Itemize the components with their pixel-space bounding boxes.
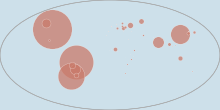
Point	[128, 53, 131, 55]
Point	[163, 39, 167, 41]
Point	[132, 55, 135, 57]
Point	[75, 61, 78, 63]
Point	[170, 45, 174, 47]
Point	[187, 32, 190, 34]
Point	[108, 49, 111, 51]
Point	[116, 50, 119, 52]
Point	[110, 48, 113, 50]
Point	[109, 49, 112, 51]
Point	[141, 34, 145, 36]
Point	[106, 30, 110, 31]
Point	[104, 35, 108, 36]
Point	[70, 64, 73, 66]
Point	[122, 30, 125, 32]
Point	[110, 25, 113, 27]
Point	[47, 39, 51, 41]
Point	[156, 41, 160, 42]
Point	[167, 43, 170, 45]
Point	[160, 37, 163, 39]
Point	[130, 30, 133, 32]
Point	[123, 26, 127, 28]
Point	[121, 27, 125, 29]
Point	[151, 36, 154, 38]
Point	[69, 75, 73, 77]
Point	[125, 63, 129, 64]
Point	[74, 74, 77, 76]
Point	[186, 30, 189, 31]
Point	[178, 33, 182, 35]
Point	[192, 31, 196, 33]
Point	[139, 20, 142, 22]
Point	[113, 48, 117, 50]
Point	[120, 25, 123, 27]
Point	[114, 23, 118, 25]
Point	[126, 38, 130, 39]
Point	[178, 57, 182, 59]
Point	[190, 70, 194, 72]
Point	[123, 56, 126, 58]
Point	[128, 24, 131, 26]
Point	[44, 22, 48, 24]
Point	[123, 72, 127, 74]
Point	[121, 22, 124, 24]
Point	[133, 49, 136, 50]
Point	[50, 28, 54, 30]
Point	[173, 44, 176, 46]
Point	[73, 68, 76, 70]
Point	[116, 27, 119, 29]
Point	[130, 58, 133, 60]
